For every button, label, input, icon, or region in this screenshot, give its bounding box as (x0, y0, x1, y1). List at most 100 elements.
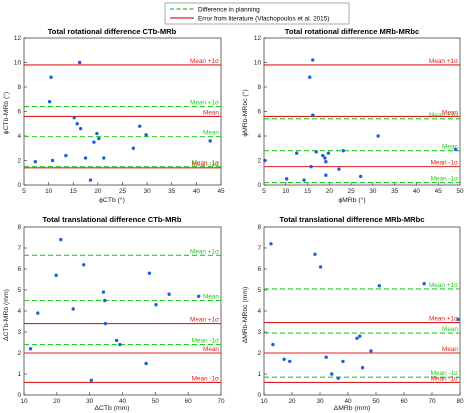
data-point (208, 139, 212, 143)
x-tick-label: 70 (217, 398, 225, 405)
data-point (78, 126, 83, 131)
y-tick-label: 2 (257, 158, 261, 165)
y-tick-label: 12 (14, 35, 22, 42)
literature-line-label: Mean -1σ (431, 375, 458, 382)
x-tick-label: 30 (369, 188, 377, 195)
data-point (138, 124, 142, 128)
data-point (64, 153, 68, 158)
data-point (318, 265, 323, 269)
x-axis-label: ΔMRb (mm) (334, 405, 371, 412)
data-point (422, 282, 426, 286)
panel-title: Total translational difference CTb-MRb (42, 215, 181, 224)
x-tick-label: 5 (262, 188, 266, 195)
x-tick-label: 70 (428, 398, 436, 405)
planning-line-label: Mean -1σ (192, 160, 219, 167)
x-tick-label: 80 (456, 398, 464, 405)
data-point (33, 160, 38, 164)
data-point (294, 151, 299, 155)
data-point (269, 242, 273, 246)
planning-line-label: Mean (442, 144, 458, 151)
y-tick-label: 0 (257, 182, 261, 189)
literature-line-label: Mean -1σ (192, 375, 219, 382)
panel-title: Total rotational difference MRb-MRbc (285, 27, 419, 36)
x-tick-label: 60 (400, 398, 408, 405)
x-tick-label: 15 (304, 188, 312, 195)
x-tick-label: 40 (119, 398, 127, 405)
data-point (71, 307, 75, 311)
x-tick-label: 40 (193, 188, 201, 195)
y-tick-label: 2 (17, 350, 21, 357)
data-point (313, 252, 317, 256)
data-point (341, 149, 345, 153)
data-point (326, 151, 331, 155)
y-tick-label: 10 (254, 60, 262, 67)
data-point (75, 122, 79, 126)
y-tick-label: 6 (257, 266, 261, 273)
y-tick-label: 8 (257, 224, 261, 231)
literature-line-label: Mean (203, 346, 219, 353)
literature-line-label: Mean -1σ (431, 160, 458, 167)
planning-line-label: Mean +1σ (190, 100, 219, 107)
literature-line-label: Mean (442, 346, 458, 353)
data-point (302, 178, 306, 182)
y-tick-label: 4 (17, 308, 21, 315)
x-tick-label: 45 (435, 188, 443, 195)
y-tick-label: 6 (257, 109, 261, 116)
data-point (282, 357, 286, 361)
data-point (311, 58, 315, 62)
x-tick-label: 30 (86, 398, 94, 405)
data-point (95, 131, 99, 136)
panel-title: Total translational difference MRb-MRbc (280, 215, 425, 224)
x-axis-label: ΔCTb (mm) (94, 405, 129, 412)
data-point (89, 378, 94, 382)
panel-rotational-ctb-mrb: Total rotational difference CTb-MRb ϕCTb… (2, 27, 225, 204)
data-point (97, 136, 101, 141)
x-tick-label: 30 (144, 188, 152, 195)
data-point (376, 134, 380, 138)
literature-line-label: Mean (203, 109, 219, 116)
y-tick-label: 3 (17, 329, 21, 336)
data-point (118, 342, 122, 347)
y-axis-label: ϕCTb-MRb (°) (2, 92, 10, 134)
data-point (47, 100, 52, 104)
x-tick-label: 50 (152, 398, 160, 405)
y-tick-label: 2 (17, 158, 21, 165)
data-point (83, 156, 88, 160)
planning-line-label: Mean +1σ (429, 282, 458, 289)
y-tick-label: 10 (14, 60, 22, 67)
data-point (36, 311, 40, 315)
panel-translational-mrb-mrbc: Total translational difference MRb-MRbc … (242, 215, 464, 412)
data-point (324, 173, 328, 177)
data-point (167, 292, 171, 296)
y-tick-label: 8 (17, 84, 21, 91)
planning-line-label: Mean (203, 130, 219, 137)
y-tick-label: 5 (257, 287, 261, 294)
legend: Difference in planning Error from litera… (164, 2, 350, 25)
y-tick-label: 6 (17, 266, 21, 273)
x-tick-label: 40 (413, 188, 421, 195)
x-tick-label: 25 (119, 188, 127, 195)
data-point (358, 334, 362, 338)
data-point (144, 133, 148, 137)
x-tick-label: 10 (260, 398, 268, 405)
literature-line-label: Mean +1σ (190, 317, 219, 324)
data-point (54, 273, 58, 277)
y-tick-label: 1 (17, 371, 21, 378)
y-tick-label: 0 (257, 392, 261, 399)
legend-planning-label: Difference in planning (198, 7, 260, 14)
x-tick-label: 50 (456, 188, 464, 195)
planning-line-label: Mean -1σ (431, 370, 458, 377)
panel-translational-ctb-mrb: Total translational difference CTb-MRb Δ… (3, 215, 225, 412)
data-point (154, 303, 158, 307)
data-point (309, 164, 313, 169)
data-point (50, 158, 55, 163)
x-tick-label: 20 (94, 188, 102, 195)
x-axis-label: ϕCTb (°) (99, 196, 125, 204)
data-point (360, 366, 365, 370)
data-point (147, 271, 152, 275)
planning-line-label: Mean (203, 294, 219, 301)
data-point (263, 158, 267, 163)
data-point (28, 347, 33, 351)
data-point (114, 338, 119, 343)
